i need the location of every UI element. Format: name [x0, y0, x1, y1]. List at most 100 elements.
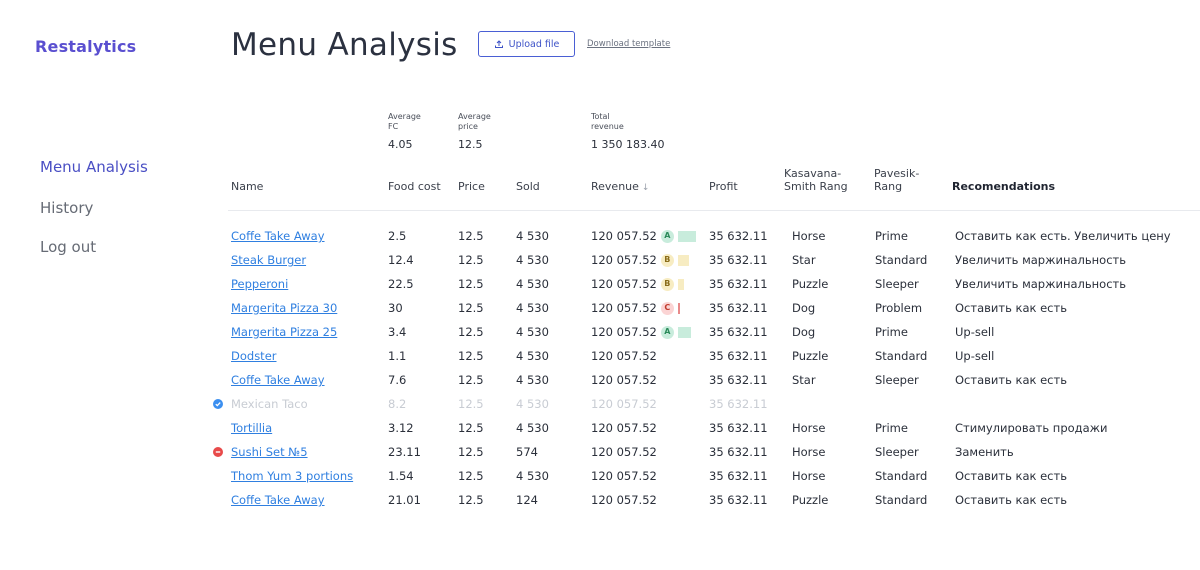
profit-cell: 35 632.11	[709, 277, 768, 291]
revenue-share-bar	[677, 326, 691, 338]
item-name-link[interactable]: Sushi Set №5	[231, 445, 308, 459]
sold-cell: 4 530	[516, 229, 549, 243]
table-row: Sushi Set №5 23.11 12.5 574 35 632.11 Horse Sl…	[0, 440, 1200, 464]
table-row: Coffe Take Away 7.6 12.5 4 530 35 632.11 Star…	[0, 368, 1200, 392]
food-cost-cell: 1.1	[388, 349, 407, 363]
abc-grade-badge: A	[660, 325, 674, 339]
item-name-link[interactable]: Coffe Take Away	[231, 229, 325, 243]
revenue-value: 120 057.52	[591, 325, 657, 339]
revenue-share-bar	[677, 302, 680, 314]
stat-avg-fc-value: 4.05	[388, 138, 413, 151]
minus-circle-icon[interactable]	[213, 447, 223, 457]
profit-cell: 35 632.11	[709, 325, 768, 339]
column-header-food-cost[interactable]: Food cost	[388, 180, 441, 193]
item-name-link[interactable]: Margerita Pizza 25	[231, 325, 338, 339]
profit-cell: 35 632.11	[709, 301, 768, 315]
recommendation-cell: Up-sell	[955, 325, 995, 339]
price-cell: 12.5	[458, 397, 484, 411]
table-row: Pepperoni 22.5 12.5 4 530 35 632.11 Puzzle Sle…	[0, 272, 1200, 296]
kasavana-cell: Horse	[792, 229, 826, 243]
price-cell: 12.5	[458, 277, 484, 291]
revenue-share-bar	[677, 254, 689, 266]
upload-file-button[interactable]: Upload file	[478, 31, 575, 57]
pavesik-cell: Sleeper	[875, 445, 919, 459]
item-name-link[interactable]: Margerita Pizza 30	[231, 301, 338, 315]
price-cell: 12.5	[458, 421, 484, 435]
nav-item-log-out[interactable]: Log out	[40, 238, 97, 256]
stat-avg-price-label: Average price	[458, 112, 491, 131]
food-cost-cell: 22.5	[388, 277, 414, 291]
food-cost-cell: 23.11	[388, 445, 421, 459]
item-name-link[interactable]: Coffe Take Away	[231, 493, 325, 507]
sold-cell: 4 530	[516, 253, 549, 267]
nav-item-menu-analysis[interactable]: Menu Analysis	[40, 158, 148, 176]
table-row: Steak Burger 12.4 12.5 4 530 35 632.11 Star St…	[0, 248, 1200, 272]
price-cell: 12.5	[458, 301, 484, 315]
recommendation-cell: Up-sell	[955, 349, 995, 363]
profit-cell: 35 632.11	[709, 397, 768, 411]
item-name-link[interactable]: Dodster	[231, 349, 277, 363]
column-header-name[interactable]: Name	[231, 180, 264, 193]
price-cell: 12.5	[458, 445, 484, 459]
revenue-share-bar	[677, 278, 684, 290]
stat-avg-price-value: 12.5	[458, 138, 483, 151]
sold-cell: 4 530	[516, 421, 549, 435]
column-header-pavesik[interactable]: Pavesik-Rang	[874, 167, 920, 193]
item-name-link[interactable]: Mexican Taco	[231, 397, 308, 411]
item-name-link[interactable]: Tortillia	[231, 421, 273, 435]
item-name-link[interactable]: Steak Burger	[231, 253, 307, 267]
column-header-revenue[interactable]: Revenue ↓	[591, 180, 649, 195]
table-row: Tortillia 3.12 12.5 4 530 35 632.11 Horse Prim…	[0, 416, 1200, 440]
revenue-share-bar	[677, 230, 696, 242]
column-header-price[interactable]: Price	[458, 180, 485, 193]
check-circle-icon[interactable]	[213, 399, 223, 409]
table-row: Mexican Taco 8.2 12.5 4 530 35 632.11 120 057…	[0, 392, 1200, 416]
nav-item-history[interactable]: History	[40, 199, 94, 217]
revenue-cell: 120 057.52	[591, 464, 657, 488]
revenue-cell: 120 057.52	[591, 440, 657, 464]
column-header-profit[interactable]: Profit	[709, 180, 738, 193]
food-cost-cell: 30	[388, 301, 403, 315]
recommendation-cell: Оставить как есть	[955, 373, 1067, 387]
table-row: Margerita Pizza 25 3.4 12.5 4 530 35 632.11 D…	[0, 320, 1200, 344]
abc-grade-badge: B	[660, 277, 674, 291]
revenue-cell: 120 057.52	[591, 416, 657, 440]
kasavana-cell: Puzzle	[792, 277, 829, 291]
upload-file-label: Upload file	[508, 38, 560, 50]
item-name-link[interactable]: Pepperoni	[231, 277, 289, 291]
profit-cell: 35 632.11	[709, 349, 768, 363]
item-name-link[interactable]: Coffe Take Away	[231, 373, 325, 387]
recommendation-cell: Оставить как есть. Увеличить цену	[955, 229, 1171, 243]
download-template-link[interactable]: Download template	[587, 39, 671, 49]
profit-cell: 35 632.11	[709, 373, 768, 387]
column-header-kasavana[interactable]: Kasavana-Smith Rang	[784, 167, 848, 193]
profit-cell: 35 632.11	[709, 493, 768, 507]
item-name-link[interactable]: Thom Yum 3 portions	[231, 469, 354, 483]
revenue-value: 120 057.52	[591, 229, 657, 243]
kasavana-cell: Horse	[792, 469, 826, 483]
abc-grade-badge: C	[660, 301, 674, 315]
pavesik-cell: Problem	[875, 301, 923, 315]
price-cell: 12.5	[458, 349, 484, 363]
pavesik-cell: Standard	[875, 469, 928, 483]
pavesik-cell: Sleeper	[875, 373, 919, 387]
table-row: Thom Yum 3 portions 1.54 12.5 4 530 35 632.1…	[0, 464, 1200, 488]
abc-grade-badge: B	[660, 253, 674, 267]
recommendation-cell: Оставить как есть	[955, 493, 1067, 507]
sold-cell: 574	[516, 445, 538, 459]
column-header-recommendations[interactable]: Recomendations	[952, 180, 1056, 193]
column-header-sold[interactable]: Sold	[516, 180, 540, 193]
kasavana-cell: Puzzle	[792, 349, 829, 363]
kasavana-cell: Star	[792, 373, 816, 387]
revenue-value: 120 057.52	[591, 469, 657, 483]
revenue-value: 120 057.52	[591, 493, 657, 507]
sold-cell: 4 530	[516, 469, 549, 483]
profit-cell: 35 632.11	[709, 469, 768, 483]
price-cell: 12.5	[458, 469, 484, 483]
table-row: Coffe Take Away 2.5 12.5 4 530 35 632.11 Hors…	[0, 224, 1200, 248]
revenue-value: 120 057.52	[591, 397, 657, 411]
food-cost-cell: 1.54	[388, 469, 414, 483]
revenue-value: 120 057.52	[591, 277, 657, 291]
kasavana-cell: Horse	[792, 445, 826, 459]
price-cell: 12.5	[458, 253, 484, 267]
